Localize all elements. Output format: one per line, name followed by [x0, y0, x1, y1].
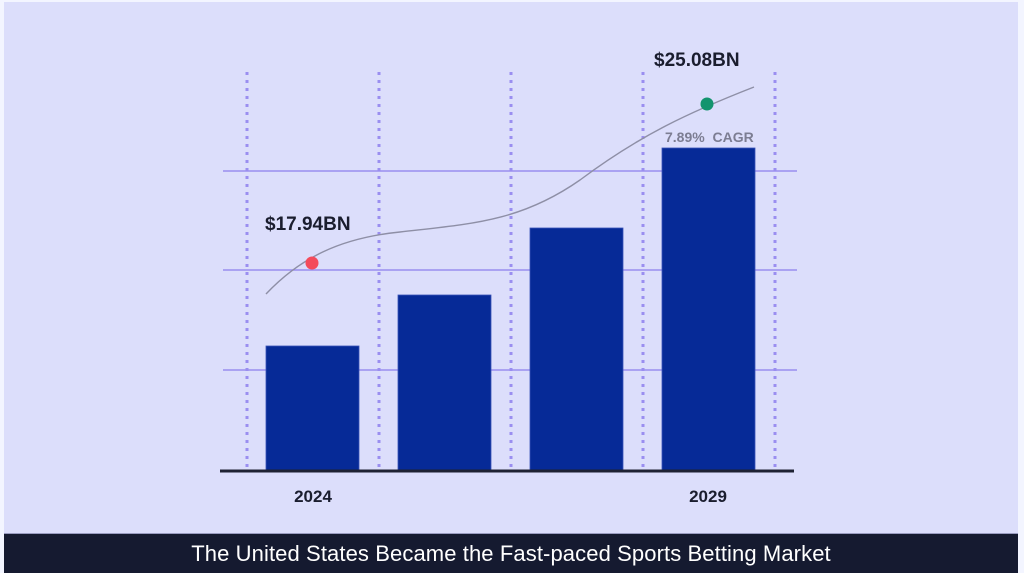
bar-3 [529, 227, 624, 471]
bar-chart: $17.94BN $25.08BN 7.89% CAGR 2024 2029 [220, 50, 797, 506]
end-value-label: $25.08BN [654, 50, 740, 71]
x-label-2029: 2029 [689, 487, 727, 506]
chart-card: $17.94BN $25.08BN 7.89% CAGR 2024 2029 T… [4, 2, 1018, 573]
caption-bar: The United States Became the Fast-paced … [4, 533, 1018, 573]
start-value-label: $17.94BN [265, 214, 351, 235]
bar-2024 [265, 345, 360, 471]
bars [265, 147, 756, 471]
trend-curve [265, 86, 755, 295]
bar-2 [397, 294, 492, 471]
x-label-2024: 2024 [294, 487, 332, 506]
start-marker [305, 256, 319, 270]
end-marker [700, 97, 714, 111]
bar-2029 [661, 147, 756, 471]
caption-title: The United States Became the Fast-paced … [191, 540, 831, 566]
cagr-label: 7.89% CAGR [665, 129, 754, 145]
